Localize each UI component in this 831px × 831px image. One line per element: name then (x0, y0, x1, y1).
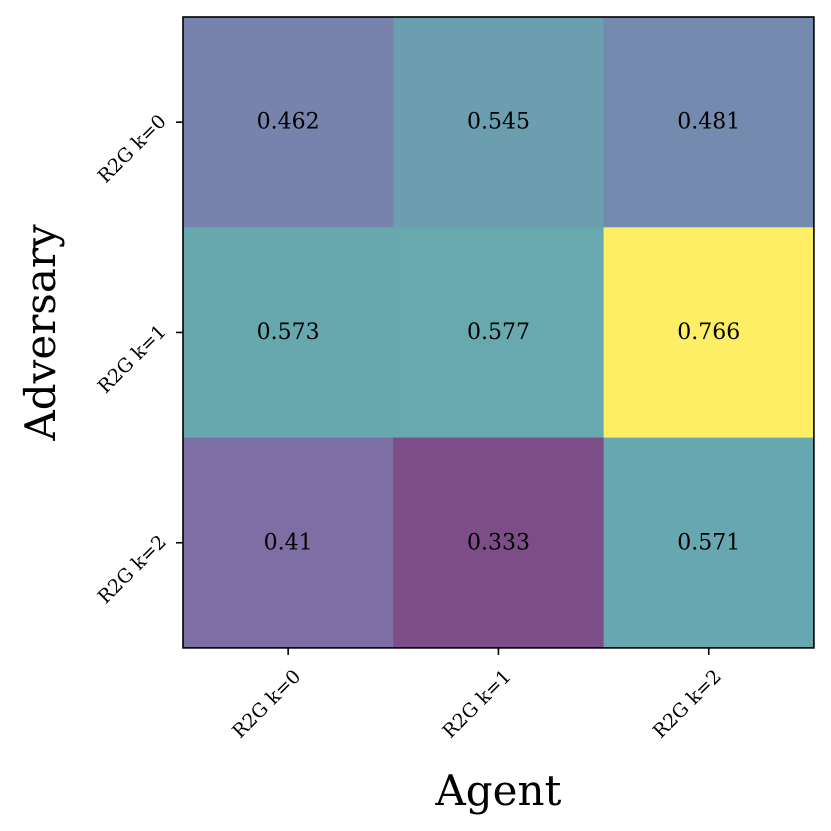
heatmap-value-labels: 0.462 0.545 0.481 0.573 0.577 0.766 0.41 0.333 0… (257, 110, 741, 556)
heatmap-cell-r2-c2 (603, 437, 815, 649)
heatmap-cell-r0-c1 (393, 17, 605, 228)
heatmap-cell-r2-c1 (393, 437, 605, 649)
heatmap-cell-r2-c0 (183, 437, 394, 649)
x-tick-label: R2G k=0 (228, 665, 305, 742)
heatmap-cell-r1-c0 (183, 227, 394, 439)
y-tick-label: R2G k=0 (94, 110, 171, 187)
heatmap-cell-r1-c2 (603, 227, 815, 439)
y-axis-ticks: R2G k=0 R2G k=1 R2G k=2 (94, 110, 183, 608)
cell-value-label: 0.573 (257, 320, 320, 345)
cell-value-label: 0.41 (264, 530, 313, 555)
cell-value-label: 0.766 (677, 320, 740, 345)
x-tick-label: R2G k=2 (649, 665, 726, 742)
cell-value-label: 0.481 (677, 110, 740, 135)
x-tick-label: R2G k=1 (438, 665, 515, 742)
y-tick-label: R2G k=2 (94, 531, 171, 608)
cell-value-label: 0.577 (467, 320, 530, 345)
cell-value-label: 0.571 (677, 530, 740, 555)
x-axis-ticks: R2G k=0 R2G k=1 R2G k=2 (228, 647, 726, 743)
y-axis-label: Adversary (16, 224, 65, 442)
heatmap-cell-r0-c2 (603, 17, 815, 228)
y-tick-label: R2G k=1 (94, 321, 171, 398)
heatmap-cell-r0-c0 (183, 17, 394, 228)
heatmap-cell-r1-c1 (393, 227, 605, 439)
cell-value-label: 0.333 (467, 530, 530, 555)
cell-value-label: 0.462 (257, 110, 320, 135)
x-axis-label: Agent (434, 766, 561, 815)
cell-value-label: 0.545 (467, 110, 530, 135)
heatmap-cells (183, 17, 815, 649)
